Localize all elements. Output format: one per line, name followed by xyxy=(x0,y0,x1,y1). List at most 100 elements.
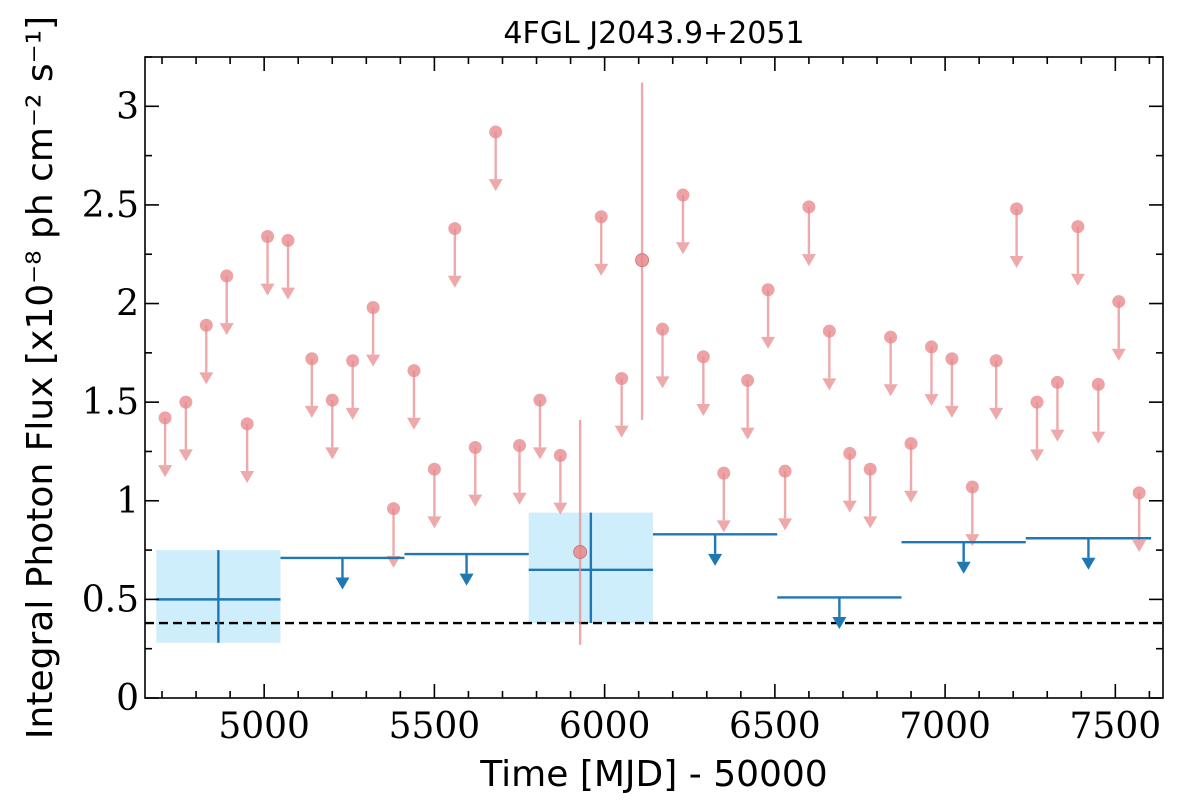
short-bin-upper-limit-point xyxy=(989,354,1003,368)
y-tick-labels: 0 0.5 1 1.5 2 2.5 3 xyxy=(82,86,139,719)
x-tick-label: 6500 xyxy=(729,706,821,747)
short-bin-upper-limit-arrow xyxy=(240,423,255,484)
short-bin-upper-limit-point xyxy=(427,462,441,476)
short-bin-upper-limit-arrow xyxy=(778,471,793,531)
short-bin-upper-limit-arrow xyxy=(553,455,568,515)
x-tick-label: 6000 xyxy=(559,706,651,747)
short-bin-upper-limit-arrow xyxy=(1132,492,1147,553)
short-bin-upper-limit-arrow xyxy=(427,469,442,529)
short-bin-upper-limit-arrow xyxy=(716,473,731,533)
x-tick-label: 5000 xyxy=(218,706,310,747)
short-bin-upper-limit-point xyxy=(1030,395,1044,409)
x-tick-labels: 5000 5500 6000 6500 7000 7500 xyxy=(218,706,1161,747)
short-bin-upper-limit-point xyxy=(945,352,959,366)
long-bin-upper-limit-arrow xyxy=(832,597,847,629)
short-bin-upper-limit-point xyxy=(553,448,567,462)
short-bin-upper-limit-point xyxy=(305,352,319,366)
short-bin-detection-point xyxy=(573,545,588,560)
plot-frame xyxy=(144,56,1164,699)
short-bin-upper-limit-arrow xyxy=(178,402,193,462)
short-bin-upper-limit-arrow xyxy=(260,236,275,296)
short-bin-upper-limit-arrow xyxy=(468,447,483,507)
y-tick-label: 2.5 xyxy=(82,185,139,226)
short-bin-upper-limit-arrow xyxy=(989,360,1004,420)
long-bin-upper-limit-arrow xyxy=(956,542,971,574)
short-bin-upper-limit-arrow xyxy=(447,228,462,288)
short-bin-upper-limit-point xyxy=(863,462,877,476)
short-bin-upper-limit-point xyxy=(656,322,670,336)
short-bin-upper-limit-point xyxy=(533,393,547,407)
chart-title: 4FGL J2043.9+2051 xyxy=(503,16,804,51)
y-tick-label: 1.5 xyxy=(82,382,139,423)
long-bin-upper-limit-arrow xyxy=(459,554,474,586)
short-bin-upper-limit-arrow xyxy=(842,453,857,513)
short-bin-upper-limit-arrow xyxy=(199,325,214,385)
short-bin-upper-limit-arrow xyxy=(512,445,527,505)
short-bin-upper-limit-arrow xyxy=(366,307,381,367)
y-tick-label: 2 xyxy=(116,284,139,325)
short-bin-upper-limit-point xyxy=(696,350,710,364)
short-bin-upper-limit-point xyxy=(1091,377,1105,391)
short-bin-upper-limit-point xyxy=(199,318,213,332)
short-bin-upper-limit-point xyxy=(1132,486,1146,500)
short-bin-upper-limit-point xyxy=(676,188,690,202)
short-bin-upper-limit-point xyxy=(1050,375,1064,389)
short-bin-detection-point xyxy=(635,253,650,268)
short-bin-upper-limit-arrow xyxy=(158,417,173,478)
y-tick-label: 0 xyxy=(116,678,139,719)
short-bin-upper-limit-arrow xyxy=(822,331,837,391)
short-bin-upper-limit-point xyxy=(281,233,295,247)
short-bin-upper-limit-point xyxy=(615,371,629,385)
long-bin-upper-limit-arrow xyxy=(335,557,350,590)
short-bin-upper-limit-arrow xyxy=(924,346,939,407)
short-bin-upper-limit-arrow xyxy=(345,360,360,420)
short-bin-upper-limit-point xyxy=(261,229,275,243)
short-bin-upper-limit-point xyxy=(822,324,836,338)
short-bin-upper-limit-point xyxy=(468,441,482,455)
x-tick-label: 5500 xyxy=(389,706,481,747)
short-bin-upper-limit-point xyxy=(1112,295,1126,309)
data-markers xyxy=(156,82,1152,645)
short-bin-upper-limit-arrow xyxy=(532,400,547,460)
short-bin-upper-limit-point xyxy=(489,125,503,139)
x-axis-label: Time [MJD] - 50000 xyxy=(479,754,827,795)
short-bin-upper-limit-point xyxy=(158,411,172,425)
short-bin-upper-limit-point xyxy=(387,502,401,516)
short-bin-upper-limit-arrow xyxy=(1070,226,1085,286)
short-bin-upper-limit-point xyxy=(594,210,608,224)
short-bin-upper-limit-arrow xyxy=(863,469,878,529)
short-bin-upper-limit-point xyxy=(1071,220,1085,234)
short-bin-upper-limit-point xyxy=(761,283,775,297)
short-bin-upper-limit-arrow xyxy=(594,216,609,276)
short-bin-upper-limit-point xyxy=(179,395,193,409)
short-bin-upper-limit-arrow xyxy=(219,275,234,336)
short-bin-upper-limit-arrow xyxy=(655,329,670,389)
short-bin-upper-limit-arrow xyxy=(614,378,629,438)
short-bin-upper-limit-arrow xyxy=(801,206,816,267)
short-bin-upper-limit-point xyxy=(802,200,816,214)
y-axis-label: Integral Photon Flux [x10⁻⁸ ph cm⁻² s⁻¹] xyxy=(20,16,61,739)
x-tick-label: 7000 xyxy=(899,706,991,747)
short-bin-upper-limit-point xyxy=(220,269,234,283)
axis-ticks xyxy=(145,56,1163,699)
short-bin-upper-limit-point xyxy=(904,437,918,451)
long-bin-upper-limit-arrow xyxy=(708,534,723,566)
short-bin-upper-limit-arrow xyxy=(304,358,319,418)
short-bin-upper-limit-point xyxy=(1010,202,1024,216)
short-bin-upper-limit-arrow xyxy=(1030,402,1045,462)
short-bin-upper-limit-arrow xyxy=(675,195,690,255)
short-bin-upper-limit-point xyxy=(717,466,731,480)
short-bin-upper-limit-point xyxy=(346,354,360,368)
y-tick-label: 0.5 xyxy=(82,579,139,620)
y-tick-label: 3 xyxy=(116,86,139,127)
short-bin-upper-limit-arrow xyxy=(696,356,711,416)
short-bin-upper-limit-arrow xyxy=(1050,382,1065,442)
short-bin-upper-limit-arrow xyxy=(488,131,503,192)
x-tick-label: 7500 xyxy=(1070,706,1162,747)
short-bin-upper-limit-point xyxy=(325,393,339,407)
short-bin-upper-limit-arrow xyxy=(944,358,959,418)
short-bin-upper-limit-point xyxy=(924,340,938,354)
long-bin-upper-limit-arrow xyxy=(1081,538,1096,570)
short-bin-upper-limit-arrow xyxy=(406,370,421,430)
